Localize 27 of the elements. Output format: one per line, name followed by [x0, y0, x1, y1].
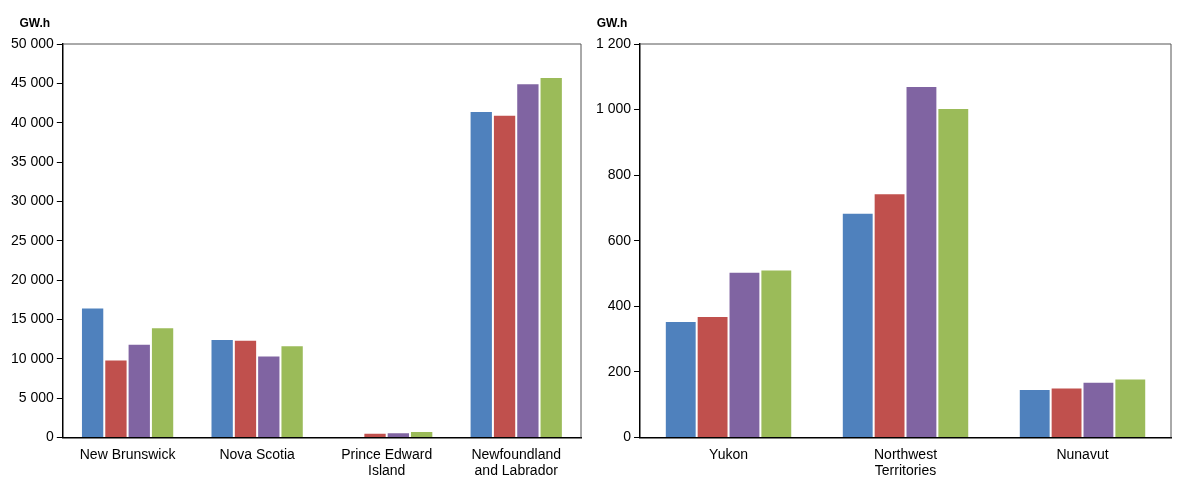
y-tick-label: 40 000: [10, 113, 55, 130]
y-axis-title: GW.h: [19, 16, 51, 31]
x-tick-label: Northwest Territories: [874, 445, 938, 479]
y-axis-title: GW.h: [596, 16, 628, 31]
x-tick-label: Yukon: [709, 445, 748, 462]
y-tick-label: 1 000: [595, 100, 632, 117]
y-tick-label: 400: [607, 297, 632, 314]
y-tick-label: 0: [623, 428, 632, 445]
y-tick-label: 20 000: [10, 270, 55, 287]
x-tick-label: Prince Edward Island: [341, 445, 433, 479]
y-tick-label: 0: [46, 428, 55, 445]
y-tick-label: 800: [607, 165, 632, 182]
y-tick-label: 600: [607, 231, 632, 248]
y-tick-label: 25 000: [10, 231, 55, 248]
y-tick-label: 10 000: [10, 349, 55, 366]
x-tick-label: Newfoundland and Labrador: [471, 445, 561, 479]
x-tick-label: Nova Scotia: [219, 445, 296, 462]
y-tick-label: 45 000: [10, 74, 55, 91]
y-tick-label: 1 200: [595, 34, 632, 51]
y-tick-label: 200: [607, 362, 632, 379]
x-tick-label: Nunavut: [1056, 445, 1109, 462]
y-tick-label: 50 000: [10, 34, 55, 51]
y-tick-label: 5 000: [18, 388, 55, 405]
x-tick-label: New Brunswick: [79, 445, 177, 462]
y-tick-label: 15 000: [10, 310, 55, 327]
y-tick-label: 35 000: [10, 152, 55, 169]
y-tick-label: 30 000: [10, 192, 55, 209]
